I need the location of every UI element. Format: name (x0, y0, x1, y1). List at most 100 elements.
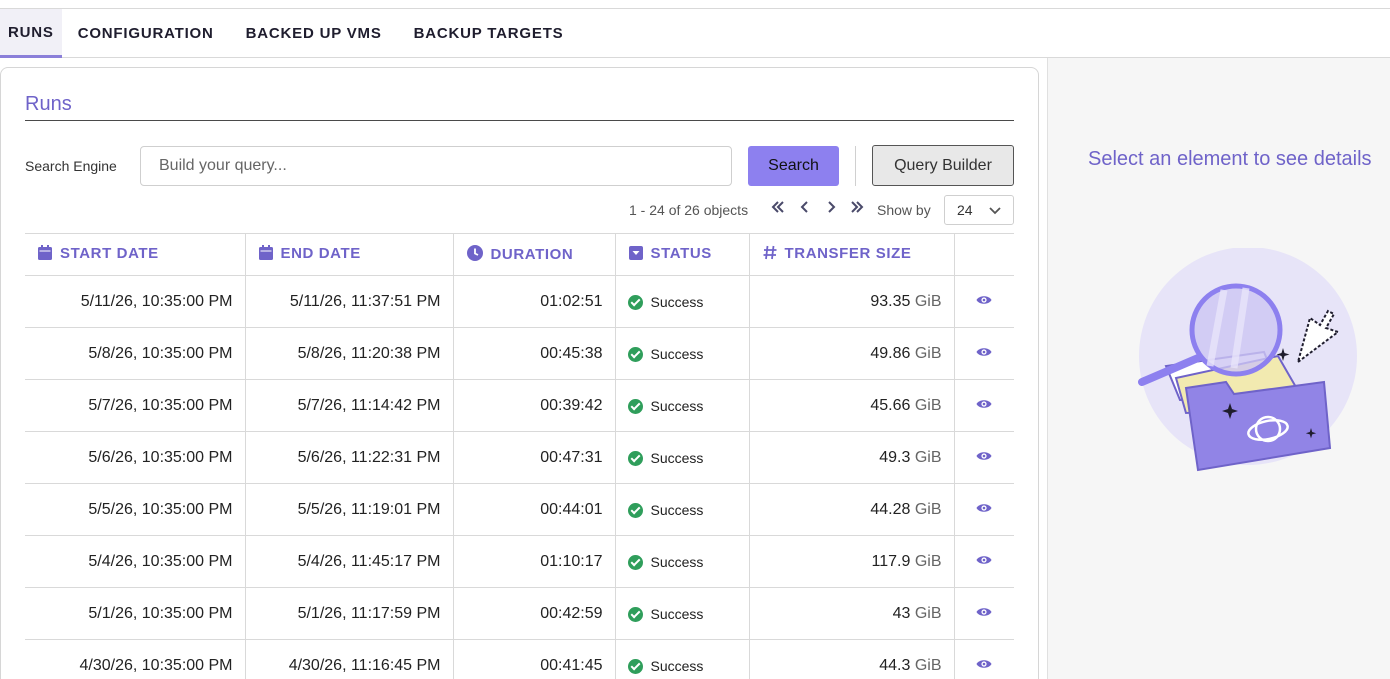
tab-bar: RUNS CONFIGURATION BACKED UP VMS BACKUP … (0, 9, 1390, 58)
start-date-cell: 5/6/26, 10:35:00 PM (25, 431, 246, 484)
query-builder-button[interactable]: Query Builder (872, 145, 1014, 186)
end-date-cell: 5/6/26, 11:22:31 PM (245, 431, 454, 484)
transfer-size-value: 49.3 (879, 448, 911, 466)
table-row[interactable]: 5/11/26, 10:35:00 PM 5/11/26, 11:37:51 PM… (25, 275, 1014, 328)
first-page-icon[interactable] (770, 199, 786, 220)
tab-runs[interactable]: RUNS (0, 9, 62, 58)
status-cell: Success (615, 483, 750, 536)
tab-configuration[interactable]: CONFIGURATION (77, 24, 214, 42)
column-label: START DATE (60, 245, 159, 262)
column-header-transfer-size[interactable]: TRANSFER SIZE (749, 233, 955, 276)
tab-backup-targets[interactable]: BACKUP TARGETS (413, 24, 564, 42)
transfer-size-value: 44.28 (870, 500, 911, 518)
view-cell (954, 431, 1014, 484)
transfer-size-value: 43 (892, 604, 911, 622)
table-row[interactable]: 5/7/26, 10:35:00 PM 5/7/26, 11:14:42 PM 00… (25, 379, 1014, 432)
view-cell (954, 275, 1014, 328)
status-text: Success (650, 605, 704, 622)
view-cell (954, 587, 1014, 640)
previous-page-icon[interactable] (797, 199, 813, 220)
status-cell: Success (615, 379, 750, 432)
start-date-cell: 4/30/26, 10:35:00 PM (25, 639, 246, 679)
table-row[interactable]: 5/5/26, 10:35:00 PM 5/5/26, 11:19:01 PM 00… (25, 483, 1014, 536)
duration-cell: 00:41:45 (453, 639, 616, 679)
column-header-duration[interactable]: DURATION (453, 233, 616, 276)
transfer-size-cell: 44.28 GiB (749, 483, 955, 536)
transfer-size-unit: GiB (914, 604, 942, 622)
duration-cell: 00:42:59 (453, 587, 616, 640)
view-details-eye-icon[interactable] (976, 657, 992, 675)
status-text: Success (650, 397, 704, 414)
view-details-eye-icon[interactable] (976, 605, 992, 623)
view-details-eye-icon[interactable] (976, 345, 992, 363)
empty-state-illustration (1138, 248, 1357, 472)
status-cell: Success (615, 587, 750, 640)
transfer-size-unit: GiB (914, 292, 942, 310)
view-details-eye-icon[interactable] (976, 293, 992, 311)
status-text: Success (650, 293, 704, 310)
start-date-cell: 5/1/26, 10:35:00 PM (25, 587, 246, 640)
details-pane: Select an element to see details (1047, 58, 1390, 679)
show-by-label: Show by (877, 202, 931, 218)
view-details-eye-icon[interactable] (976, 397, 992, 415)
transfer-size-cell: 93.35 GiB (749, 275, 955, 328)
transfer-size-cell: 117.9 GiB (749, 535, 955, 588)
view-details-eye-icon[interactable] (976, 449, 992, 467)
end-date-cell: 5/4/26, 11:45:17 PM (245, 535, 454, 588)
top-border (0, 8, 1390, 9)
table-header-row: START DATE END DATE DURATION STATUS TRAN… (25, 233, 1014, 276)
success-check-icon (627, 554, 643, 570)
status-dropdown-icon (628, 246, 643, 264)
transfer-size-unit: GiB (914, 656, 942, 674)
view-details-eye-icon[interactable] (976, 501, 992, 519)
success-check-icon (627, 294, 643, 310)
status-text: Success (650, 449, 704, 466)
tab-backed-up-vms[interactable]: BACKED UP VMS (245, 24, 382, 42)
end-date-cell: 5/5/26, 11:19:01 PM (245, 483, 454, 536)
view-cell (954, 535, 1014, 588)
status-cell: Success (615, 535, 750, 588)
duration-cell: 00:39:42 (453, 379, 616, 432)
search-button[interactable]: Search (748, 146, 839, 186)
column-header-start-date[interactable]: START DATE (25, 233, 246, 276)
pagination-summary: 1 - 24 of 26 objects (629, 202, 749, 218)
duration-cell: 01:10:17 (453, 535, 616, 588)
end-date-cell: 5/1/26, 11:17:59 PM (245, 587, 454, 640)
table-row[interactable]: 5/6/26, 10:35:00 PM 5/6/26, 11:22:31 PM 00… (25, 431, 1014, 484)
transfer-size-cell: 49.3 GiB (749, 431, 955, 484)
column-header-status[interactable]: STATUS (615, 233, 750, 276)
transfer-size-unit: GiB (914, 396, 942, 414)
transfer-size-value: 93.35 (870, 292, 911, 310)
column-header-end-date[interactable]: END DATE (245, 233, 454, 276)
duration-cell: 00:44:01 (453, 483, 616, 536)
start-date-cell: 5/8/26, 10:35:00 PM (25, 327, 246, 380)
duration-cell: 01:02:51 (453, 275, 616, 328)
column-label: TRANSFER SIZE (784, 245, 912, 262)
end-date-cell: 5/7/26, 11:14:42 PM (245, 379, 454, 432)
chevron-down-icon (987, 202, 1003, 221)
toolbar-divider (855, 146, 856, 186)
status-text: Success (650, 345, 704, 362)
table-row[interactable]: 4/30/26, 10:35:00 PM 4/30/26, 11:16:45 PM… (25, 639, 1014, 679)
calendar-icon (258, 245, 273, 264)
status-text: Success (650, 657, 704, 674)
status-text: Success (650, 501, 704, 518)
details-empty-message: Select an element to see details (1088, 148, 1372, 170)
hash-icon (763, 245, 777, 264)
runs-table: START DATE END DATE DURATION STATUS TRAN… (25, 233, 1014, 679)
transfer-size-cell: 49.86 GiB (749, 327, 955, 380)
transfer-size-unit: GiB (914, 500, 942, 518)
search-input[interactable] (140, 146, 732, 186)
end-date-cell: 5/8/26, 11:20:38 PM (245, 327, 454, 380)
next-page-icon[interactable] (823, 199, 839, 220)
view-details-eye-icon[interactable] (976, 553, 992, 571)
success-check-icon (627, 606, 643, 622)
success-check-icon (627, 398, 643, 414)
success-check-icon (627, 346, 643, 362)
table-row[interactable]: 5/1/26, 10:35:00 PM 5/1/26, 11:17:59 PM 00… (25, 587, 1014, 640)
table-row[interactable]: 5/4/26, 10:35:00 PM 5/4/26, 11:45:17 PM 01… (25, 535, 1014, 588)
last-page-icon[interactable] (849, 199, 865, 220)
table-row[interactable]: 5/8/26, 10:35:00 PM 5/8/26, 11:20:38 PM 00… (25, 327, 1014, 380)
page-size-select[interactable]: 24 (944, 195, 1014, 225)
start-date-cell: 5/4/26, 10:35:00 PM (25, 535, 246, 588)
